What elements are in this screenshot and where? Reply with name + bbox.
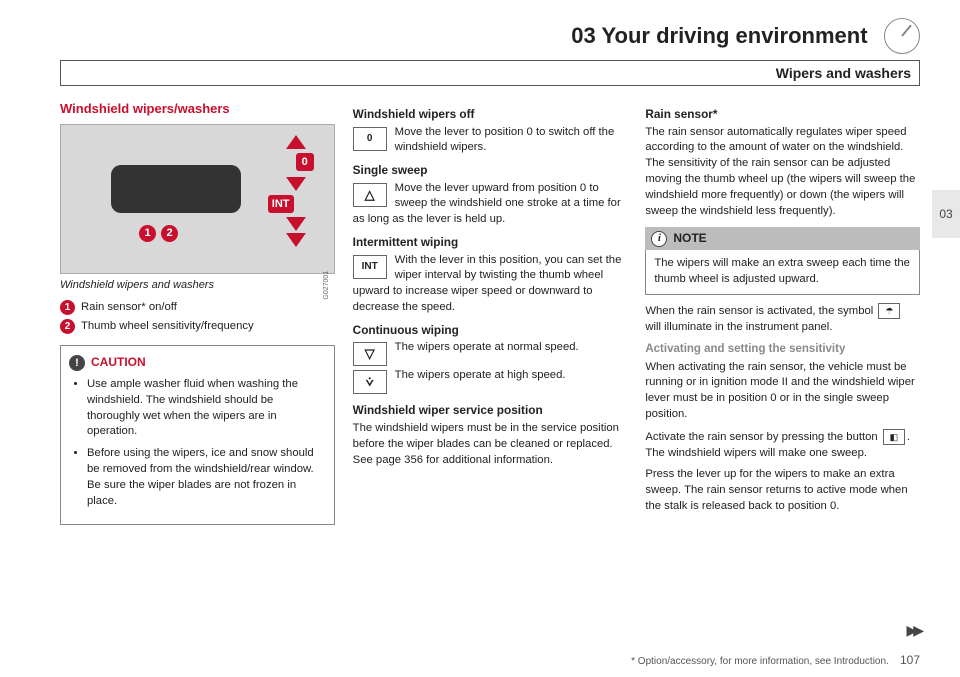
normal-speed-icon: ▽ [353, 342, 387, 366]
position-int-badge: INT [268, 195, 294, 213]
wiper-stalk-figure: 0 INT 1 2 G027001 [60, 124, 335, 274]
sec-3b-body: ⩒ The wipers operate at high speed. [353, 368, 628, 396]
column-1: Windshield wipers/washers 0 INT 1 2 G027… [60, 100, 335, 627]
sec-title-0: Windshield wipers off [353, 106, 628, 123]
note-label: NOTE [673, 230, 706, 247]
position-0-icon: 0 [353, 127, 387, 151]
after-note-line: When the rain sensor is activated, the s… [645, 303, 920, 336]
activate-body-2a: Activate the rain sensor by pressing the… [645, 431, 877, 443]
arrow-down-icon [286, 177, 306, 191]
after-note-1: When the rain sensor is activated, the s… [645, 305, 873, 317]
arrow-up-icon [286, 135, 306, 149]
legend-badge-2: 2 [60, 319, 75, 334]
activate-heading: Activating and setting the sensitivity [645, 341, 920, 357]
info-icon: i [651, 231, 667, 247]
caution-item-2: Before using the wipers, ice and snow sh… [87, 446, 326, 509]
sec-2-text: With the lever in this position, you can… [353, 254, 622, 313]
section-title: Wipers and washers [776, 65, 911, 81]
note-body: The wipers will make an extra sweep each… [645, 250, 920, 295]
note-box: i NOTE The wipers will make an extra swe… [645, 227, 920, 294]
lever-graphic [111, 165, 241, 213]
sec-1-body: △ Move the lever upward from position 0 … [353, 181, 628, 228]
legend-text-1: Rain sensor* on/off [81, 300, 335, 316]
caution-item-1: Use ample washer fluid when washing the … [87, 377, 326, 440]
caution-label: CAUTION [91, 354, 146, 371]
position-0-badge: 0 [296, 153, 314, 171]
col1-heading: Windshield wipers/washers [60, 100, 335, 118]
arrow-down3-icon [286, 233, 306, 247]
section-title-box: Wipers and washers [60, 60, 920, 86]
continue-arrows-icon: ▶▶ [906, 622, 920, 639]
page-footer: * Option/accessory, for more information… [60, 653, 920, 667]
figure-code: G027001 [322, 271, 332, 300]
column-2: Windshield wipers off 0 Move the lever t… [353, 100, 628, 627]
activate-body-3: Press the lever up for the wipers to mak… [645, 467, 920, 514]
sec-3b-text: The wipers operate at high speed. [395, 369, 566, 381]
content-columns: Windshield wipers/washers 0 INT 1 2 G027… [60, 100, 920, 627]
sec-0-text: Move the lever to position 0 to switch o… [395, 126, 615, 154]
page-header: 03 Your driving environment [0, 18, 920, 54]
int-icon: INT [353, 255, 387, 279]
sec-0-body: 0 Move the lever to position 0 to switch… [353, 125, 628, 157]
callout-1: 1 [139, 225, 156, 242]
exclamation-icon: ! [69, 355, 85, 371]
rain-sensor-body: The rain sensor automatically regulates … [645, 125, 920, 220]
note-header: i NOTE [645, 227, 920, 250]
column-3: Rain sensor* The rain sensor automatical… [645, 100, 920, 627]
caution-box: ! CAUTION Use ample washer fluid when wa… [60, 345, 335, 524]
figure-caption: Windshield wipers and washers [60, 278, 335, 293]
after-note-2: will illuminate in the instrument panel. [645, 321, 832, 333]
sec-title-1: Single sweep [353, 162, 628, 179]
activate-body-2: Activate the rain sensor by pressing the… [645, 429, 920, 462]
arrow-down2-icon [286, 217, 306, 231]
footer-note: * Option/accessory, for more information… [631, 656, 889, 667]
chapter-tab: 03 [932, 190, 960, 238]
chapter-title: 03 Your driving environment [571, 23, 867, 49]
sec-2-body: INT With the lever in this position, you… [353, 253, 628, 316]
sec-title-4: Windshield wiper service position [353, 402, 628, 419]
page-number: 107 [900, 653, 920, 667]
legend-text-2: Thumb wheel sensitivity/frequency [81, 319, 335, 335]
legend-row-2: 2 Thumb wheel sensitivity/frequency [60, 319, 335, 335]
single-sweep-icon: △ [353, 183, 387, 207]
callout-2: 2 [161, 225, 178, 242]
caution-list: Use ample washer fluid when washing the … [69, 377, 326, 510]
rain-sensor-symbol-icon: ☂ [878, 303, 900, 319]
activate-body-1: When activating the rain sensor, the veh… [645, 360, 920, 423]
legend-row-1: 1 Rain sensor* on/off [60, 300, 335, 316]
high-speed-icon: ⩒ [353, 370, 387, 394]
rain-button-icon: ◧ [883, 429, 905, 445]
sec-4-text: The windshield wipers must be in the ser… [353, 421, 628, 468]
caution-header: ! CAUTION [69, 354, 326, 371]
sec-title-3: Continuous wiping [353, 322, 628, 339]
sec-title-2: Intermittent wiping [353, 234, 628, 251]
sec-3-body: ▽ The wipers operate at normal speed. [353, 340, 628, 368]
sec-3-text: The wipers operate at normal speed. [395, 341, 579, 353]
rain-sensor-title: Rain sensor* [645, 106, 920, 123]
legend-badge-1: 1 [60, 300, 75, 315]
gauge-icon [884, 18, 920, 54]
sec-1-text: Move the lever upward from position 0 to… [353, 182, 621, 226]
